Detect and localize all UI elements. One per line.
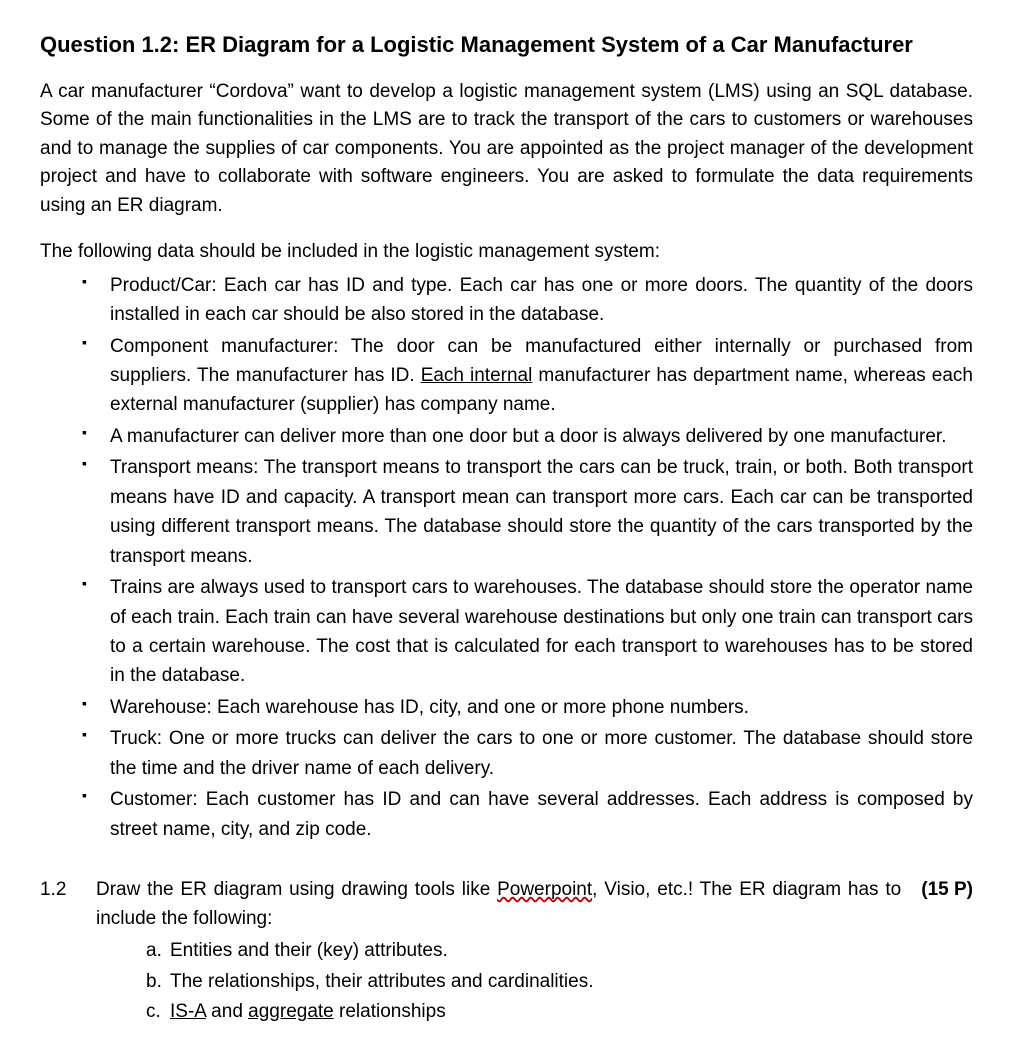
list-item: Customer: Each customer has ID and can h…: [110, 785, 973, 844]
underlined-text: IS-A: [170, 1001, 206, 1022]
list-intro: The following data should be included in…: [40, 238, 973, 267]
text-segment: Draw the ER diagram using drawing tools …: [96, 879, 497, 900]
text-segment: Warehouse: Each warehouse has ID, city, …: [110, 697, 749, 718]
sublist-content: IS-A and aggregate relationships: [170, 1001, 446, 1022]
list-item: Component manufacturer: The door can be …: [110, 332, 973, 420]
list-item: Truck: One or more trucks can deliver th…: [110, 724, 973, 783]
text-segment: Entities and their (key) attributes.: [170, 940, 448, 961]
list-item: Warehouse: Each warehouse has ID, city, …: [110, 693, 973, 722]
list-item: Transport means: The transport means to …: [110, 453, 973, 571]
text-segment: Truck: One or more trucks can deliver th…: [110, 728, 973, 778]
sublist-label: b.: [146, 968, 170, 997]
sublist-item: c.IS-A and aggregate relationships: [146, 998, 973, 1027]
underlined-text: aggregate: [248, 1001, 334, 1022]
list-item: A manufacturer can deliver more than one…: [110, 422, 973, 451]
sublist-label: a.: [146, 937, 170, 966]
sublist-item: a.Entities and their (key) attributes.: [146, 937, 973, 966]
task-instruction: Draw the ER diagram using drawing tools …: [96, 879, 901, 929]
requirements-list: Product/Car: Each car has ID and type. E…: [40, 271, 973, 844]
text-segment: Customer: Each customer has ID and can h…: [110, 789, 973, 839]
sublist-label: c.: [146, 998, 170, 1027]
task-body: Draw the ER diagram using drawing tools …: [96, 876, 973, 1029]
sublist-item: b.The relationships, their attributes an…: [146, 968, 973, 997]
spellcheck-text: Powerpoint: [497, 879, 592, 900]
list-item: Trains are always used to transport cars…: [110, 573, 973, 691]
intro-paragraph: A car manufacturer “Cordova” want to dev…: [40, 78, 973, 221]
text-segment: Transport means: The transport means to …: [110, 457, 973, 566]
text-segment: Product/Car: Each car has ID and type. E…: [110, 275, 973, 325]
text-segment: and: [206, 1001, 248, 1022]
sublist-content: Entities and their (key) attributes.: [170, 940, 448, 961]
underlined-text: Each internal: [421, 365, 533, 386]
text-segment: A manufacturer can deliver more than one…: [110, 426, 946, 447]
task-points: (15 P): [901, 876, 973, 905]
text-segment: The relationships, their attributes and …: [170, 971, 594, 992]
task-number: 1.2: [40, 876, 80, 905]
text-segment: relationships: [334, 1001, 446, 1022]
list-item: Product/Car: Each car has ID and type. E…: [110, 271, 973, 330]
sublist-content: The relationships, their attributes and …: [170, 971, 594, 992]
task-section: 1.2 Draw the ER diagram using drawing to…: [40, 876, 973, 1029]
question-title: Question 1.2: ER Diagram for a Logistic …: [40, 30, 973, 60]
text-segment: Trains are always used to transport cars…: [110, 577, 973, 686]
task-sublist: a.Entities and their (key) attributes.b.…: [96, 937, 973, 1027]
